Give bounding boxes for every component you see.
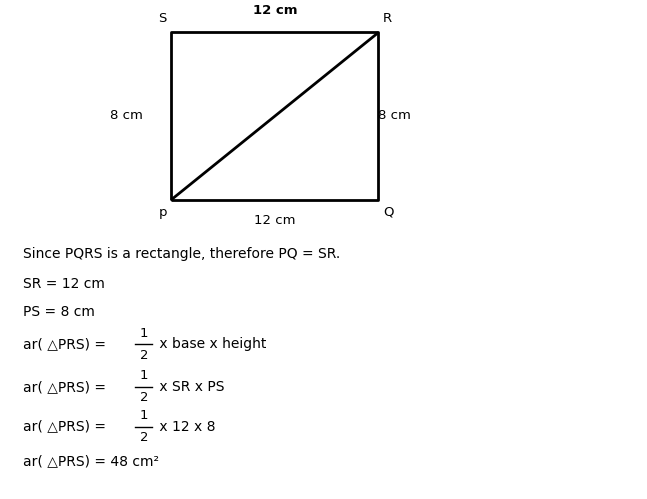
Text: p: p (159, 206, 167, 219)
Text: 1: 1 (140, 327, 148, 340)
Text: ar( △PRS) = 48 cm²: ar( △PRS) = 48 cm² (23, 455, 159, 469)
Text: 12 cm: 12 cm (253, 4, 297, 17)
Text: x base x height: x base x height (155, 337, 267, 351)
Text: x 12 x 8: x 12 x 8 (155, 420, 216, 434)
Text: PS = 8 cm: PS = 8 cm (23, 305, 94, 319)
Text: SR = 12 cm: SR = 12 cm (23, 277, 105, 291)
Text: ar( △PRS) =: ar( △PRS) = (23, 380, 110, 394)
Text: 8 cm: 8 cm (378, 109, 411, 122)
Text: ar( △PRS) =: ar( △PRS) = (23, 420, 110, 434)
Text: 1: 1 (140, 369, 148, 382)
Text: Q: Q (383, 206, 393, 219)
Text: 2: 2 (140, 391, 148, 404)
Text: 2: 2 (140, 349, 148, 362)
Text: 2: 2 (140, 431, 148, 444)
Text: Since PQRS is a rectangle, therefore PQ = SR.: Since PQRS is a rectangle, therefore PQ … (23, 248, 340, 261)
Text: 8 cm: 8 cm (110, 109, 142, 122)
Text: 12 cm: 12 cm (254, 214, 296, 227)
Text: R: R (383, 12, 392, 25)
Text: ar( △PRS) =: ar( △PRS) = (23, 337, 110, 351)
Text: S: S (159, 12, 167, 25)
Text: x SR x PS: x SR x PS (155, 380, 225, 394)
Text: 1: 1 (140, 409, 148, 422)
